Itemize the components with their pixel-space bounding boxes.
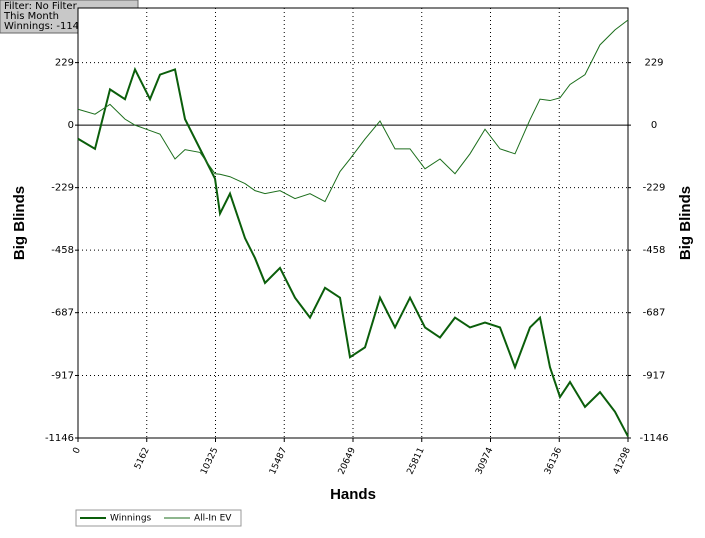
x-axis-title: Hands <box>330 486 376 503</box>
info-text: This Month <box>3 11 59 22</box>
x-tick-label: 15487 <box>268 446 289 476</box>
y-tick-label: -229 <box>51 183 74 194</box>
legend-label: Winnings <box>110 514 152 524</box>
series-line <box>77 19 629 203</box>
y2-tick-label: 0 <box>651 120 657 131</box>
y2-tick-label: -458 <box>643 245 666 256</box>
legend <box>75 509 242 527</box>
y2-axis-title: Big Blinds <box>677 186 694 260</box>
x-tick-label: 20649 <box>337 446 358 476</box>
x-tick-label: 36136 <box>543 446 564 476</box>
legend-label: All-In EV <box>194 514 232 524</box>
plot-area <box>77 7 629 439</box>
y-tick-label: 0 <box>68 120 74 131</box>
y2-tick-label: -229 <box>643 183 666 194</box>
y2-tick-label: -917 <box>643 370 666 381</box>
x-tick-label: 30974 <box>474 446 495 476</box>
y2-tick-label: -687 <box>643 308 666 319</box>
y-tick-label: -458 <box>51 245 74 256</box>
x-tick-label: 0 <box>71 446 83 456</box>
y-tick-label: -917 <box>51 370 74 381</box>
x-tick-label: 10325 <box>199 446 220 476</box>
y-tick-label: -687 <box>51 308 74 319</box>
x-tick-label: 5162 <box>133 446 152 471</box>
info-text: Filter: No Filter <box>4 1 78 12</box>
series-line <box>77 66 629 437</box>
y-tick-label: -1146 <box>45 433 74 444</box>
y-tick-label: 229 <box>55 58 74 69</box>
y2-tick-label: -1146 <box>639 433 668 444</box>
y-axis-title: Big Blinds <box>11 186 28 260</box>
x-tick-label: 25811 <box>406 446 427 476</box>
info-text: Winnings: -1140.2 Big Blinds <box>4 21 148 32</box>
legend-items: Winnings All-In EV <box>80 514 232 524</box>
x-tick-label: 41298 <box>612 446 633 476</box>
y2-tick-label: 229 <box>644 58 663 69</box>
